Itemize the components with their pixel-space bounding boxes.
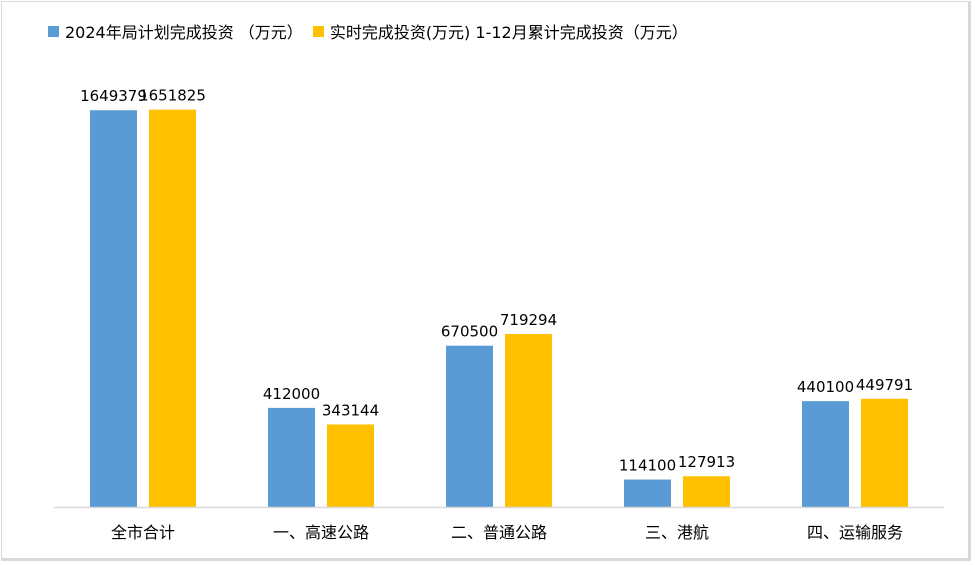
legend-item-plan: 2024年局计划完成投资 （万元） <box>48 19 303 43</box>
legend: 2024年局计划完成投资 （万元） 实时完成投资(万元) 1-12月累计完成投资… <box>48 19 698 43</box>
data-label: 449791 <box>856 376 913 394</box>
bar-actual <box>683 476 730 507</box>
bar-actual <box>149 109 196 507</box>
bar-plan <box>802 401 849 507</box>
bar-actual <box>505 333 552 507</box>
data-label: 719294 <box>500 311 557 329</box>
bar-plan <box>446 345 493 507</box>
category-label: 三、港航 <box>645 523 709 542</box>
legend-swatch-actual <box>312 25 324 37</box>
category-label: 全市合计 <box>111 523 175 542</box>
data-label: 1651825 <box>139 87 206 105</box>
bar-plan <box>90 110 137 507</box>
legend-label-actual: 实时完成投资(万元) 1-12月累计完成投资（万元） <box>329 23 688 42</box>
data-label: 412000 <box>263 385 320 403</box>
category-label: 四、运输服务 <box>807 523 903 542</box>
data-label: 114100 <box>619 457 676 475</box>
category-label: 二、普通公路 <box>451 523 547 542</box>
data-label: 1649379 <box>80 87 147 105</box>
bar-plan <box>624 479 671 507</box>
bar-plan <box>268 407 315 507</box>
data-label: 127913 <box>678 453 735 471</box>
legend-item-actual: 实时完成投资(万元) 1-12月累计完成投资（万元） <box>312 19 688 43</box>
data-label: 343144 <box>322 401 379 419</box>
bar-actual <box>327 424 374 507</box>
category-label: 一、高速公路 <box>273 523 369 542</box>
legend-swatch-plan <box>48 25 59 37</box>
data-label: 670500 <box>441 323 498 341</box>
data-label: 440100 <box>797 378 854 396</box>
legend-label-plan: 2024年局计划完成投资 （万元） <box>65 23 303 42</box>
bar-actual <box>861 398 908 507</box>
